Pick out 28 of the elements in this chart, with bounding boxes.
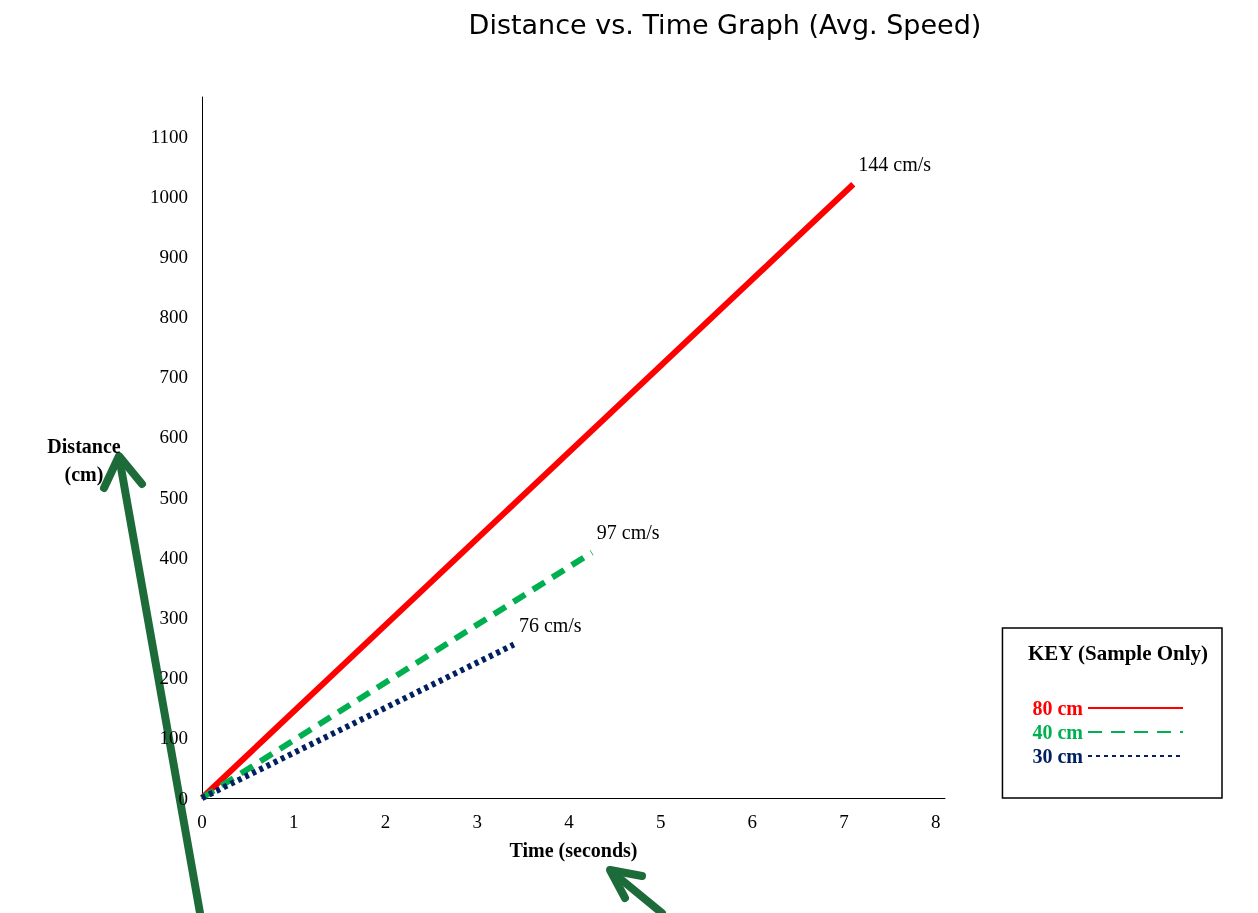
x-tick-label: 4: [564, 811, 575, 832]
x-axis-title: Time (seconds): [509, 839, 638, 862]
y-tick-label: 400: [159, 546, 188, 568]
x-tick-label: 3: [472, 811, 482, 832]
y-tick-label: 700: [159, 366, 188, 388]
x-tick-label: 7: [839, 811, 849, 832]
y-tick-label: 900: [159, 245, 188, 267]
y-tick-label: 600: [159, 426, 188, 448]
y-tick-label: 800: [159, 306, 188, 328]
legend-label: 30 cm: [1032, 745, 1084, 767]
y-tick-label: 300: [159, 606, 188, 628]
annotation: 144 cm/s: [858, 153, 932, 176]
x-tick-label: 1: [288, 811, 299, 832]
legend-label: 40 cm: [1032, 721, 1084, 743]
legend-label: 80 cm: [1032, 697, 1084, 719]
x-tick-label: 5: [655, 811, 666, 832]
x-tick-label: 8: [931, 811, 941, 832]
y-tick-label: 1100: [150, 125, 188, 147]
legend-title: KEY (Sample Only): [1028, 640, 1209, 665]
y-axis-title: Distance (cm): [47, 435, 121, 486]
y-tick-label: 1000: [150, 185, 188, 207]
annotation: 76 cm/s: [518, 613, 582, 636]
chart-title: Distance vs. Time Graph (Avg. Speed): [468, 9, 982, 40]
x-tick-label: 6: [747, 811, 758, 832]
x-tick-label: 2: [380, 811, 391, 832]
annotation: 97 cm/s: [596, 521, 660, 544]
x-tick-label: 0: [197, 811, 207, 832]
y-tick-label: 500: [159, 486, 188, 508]
